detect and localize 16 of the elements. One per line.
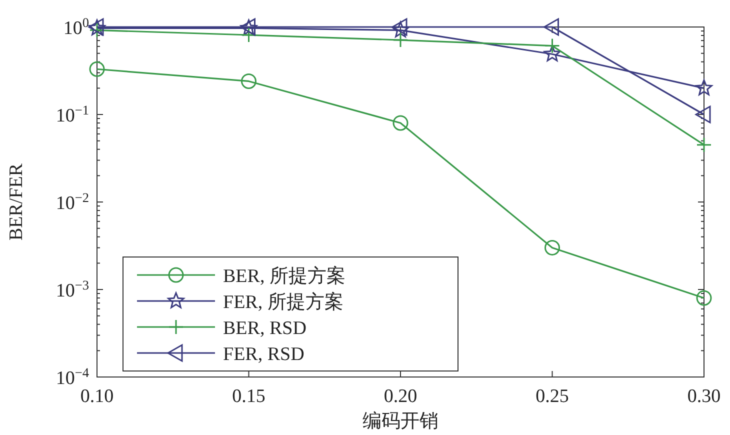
legend-label: FER, 所提方案 — [223, 291, 344, 313]
y-tick-label: 10$^{0}$ — [63, 14, 90, 39]
x-tick-label: 0.15 — [232, 386, 266, 407]
x-tick-label: 0.30 — [687, 386, 721, 407]
y-tick-label: 10$^{−4}$ — [56, 364, 90, 389]
y-tick-label: 10$^{−1}$ — [56, 102, 89, 126]
y-axis-title: BER/FER — [6, 163, 27, 241]
legend-label: BER, RSD — [223, 318, 306, 339]
y-tick-label: 10$^{−2}$ — [56, 190, 89, 214]
x-tick-label: 0.10 — [80, 386, 114, 407]
legend-label: FER, RSD — [223, 344, 304, 365]
x-axis-title: 编码开销 — [362, 411, 438, 432]
x-tick-label: 0.20 — [384, 386, 418, 407]
y-tick-label: 10$^{−3}$ — [56, 277, 90, 302]
x-tick-label: 0.25 — [536, 386, 569, 407]
legend-label: BER, 所提方案 — [223, 265, 346, 287]
